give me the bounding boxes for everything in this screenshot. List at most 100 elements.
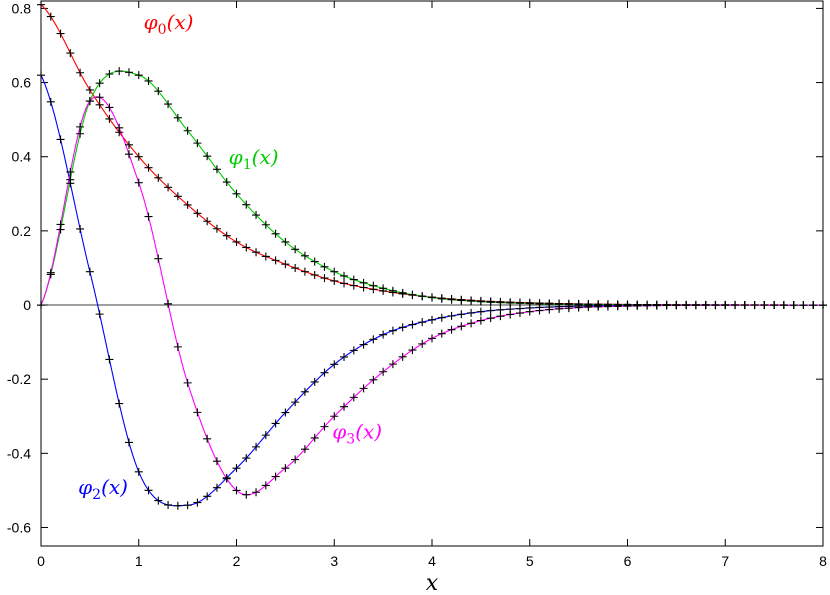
curve-labels: φ0(x) φ1(x) φ2(x) φ3(x) — [78, 10, 382, 503]
data-point-marker — [134, 71, 143, 80]
data-point-marker — [310, 257, 319, 266]
data-point-marker — [193, 139, 202, 148]
data-point-marker — [203, 152, 212, 161]
data-point-marker — [242, 454, 251, 463]
data-point-marker — [222, 178, 231, 187]
plot-frame — [40, 0, 824, 547]
data-point-marker — [437, 294, 446, 303]
data-point-marker — [134, 152, 143, 161]
data-point-marker — [819, 301, 827, 310]
data-point-marker — [115, 399, 124, 408]
data-point-marker — [398, 288, 407, 297]
data-point-marker — [418, 292, 427, 301]
data-point-marker — [212, 457, 221, 466]
data-point-marker — [515, 309, 524, 318]
x-tick-label: 7 — [721, 553, 729, 569]
data-point-marker — [252, 211, 261, 220]
data-point-marker — [252, 488, 261, 497]
data-point-marker — [349, 275, 358, 284]
data-point-marker — [418, 339, 427, 348]
series-label-0: φ0(x) — [144, 10, 194, 38]
data-point-marker — [408, 346, 417, 355]
data-point-marker — [369, 335, 378, 344]
data-point-marker — [535, 306, 544, 315]
data-point-marker — [476, 307, 485, 316]
data-point-marker — [731, 301, 740, 310]
data-point-marker — [496, 298, 505, 307]
data-point-marker — [105, 355, 114, 364]
data-point-marker — [369, 281, 378, 290]
data-point-marker — [320, 368, 329, 377]
data-point-marker — [56, 29, 65, 38]
y-tick-label: 0.2 — [12, 223, 32, 239]
data-point-marker — [183, 501, 192, 510]
data-point-marker — [564, 304, 573, 313]
data-point-marker — [232, 237, 241, 246]
series-label-1: φ1(x) — [229, 145, 279, 173]
data-point-marker — [232, 189, 241, 198]
data-point-marker — [330, 360, 339, 369]
data-point-marker — [291, 455, 300, 464]
data-point-marker — [603, 302, 612, 311]
data-point-marker — [95, 79, 104, 88]
data-point-marker — [76, 122, 85, 131]
data-point-marker — [388, 326, 397, 335]
data-point-marker — [310, 377, 319, 386]
data-point-marker — [85, 97, 94, 106]
data-point-marker — [271, 256, 280, 265]
x-tick-label: 4 — [428, 553, 436, 569]
data-point-marker — [349, 393, 358, 402]
data-point-marker — [330, 267, 339, 276]
data-point-marker — [721, 301, 730, 310]
data-point-marker — [261, 252, 270, 261]
data-point-marker — [193, 209, 202, 218]
data-point-marker — [164, 183, 173, 192]
data-point-marker — [242, 200, 251, 209]
data-point-marker — [46, 268, 55, 277]
data-point-marker — [467, 297, 476, 306]
data-point-marker — [203, 492, 212, 501]
data-point-marker — [232, 486, 241, 495]
y-tick-label: -0.2 — [7, 371, 31, 387]
data-point-marker — [222, 231, 231, 240]
data-point-marker — [261, 431, 270, 440]
data-point-marker — [584, 303, 593, 312]
data-point-marker — [340, 402, 349, 411]
data-point-marker — [144, 486, 153, 495]
data-point-marker — [281, 464, 290, 473]
data-point-marker — [740, 301, 749, 310]
data-point-marker — [633, 301, 642, 310]
data-point-marker — [809, 301, 818, 310]
data-point-marker — [85, 267, 94, 276]
data-point-marker — [124, 150, 133, 159]
data-point-marker — [574, 303, 583, 312]
data-point-marker — [76, 224, 85, 233]
data-point-marker — [486, 314, 495, 323]
data-point-marker — [340, 279, 349, 288]
data-point-marker — [164, 299, 173, 308]
data-point-marker — [408, 320, 417, 329]
data-point-marker — [271, 229, 280, 238]
data-point-marker — [173, 192, 182, 201]
data-point-marker — [115, 123, 124, 132]
data-point-marker — [428, 334, 436, 343]
data-point-marker — [291, 245, 300, 254]
data-point-marker — [398, 352, 407, 361]
data-point-marker — [691, 301, 700, 310]
y-tick-label: 0.6 — [12, 75, 32, 91]
data-point-marker — [652, 301, 661, 310]
data-point-marker — [476, 297, 485, 306]
data-point-marker — [124, 438, 133, 447]
data-point-marker — [340, 352, 349, 361]
data-point-marker — [222, 474, 231, 483]
x-tick-label: 3 — [330, 553, 338, 569]
data-point-marker — [271, 472, 280, 481]
data-point-marker — [261, 481, 270, 490]
data-point-marker — [154, 496, 163, 505]
data-point-marker — [418, 318, 427, 327]
data-point-marker — [789, 301, 798, 310]
data-point-marker — [643, 301, 652, 310]
markers-layer — [37, 0, 827, 510]
y-tick-label: -0.4 — [7, 445, 31, 461]
